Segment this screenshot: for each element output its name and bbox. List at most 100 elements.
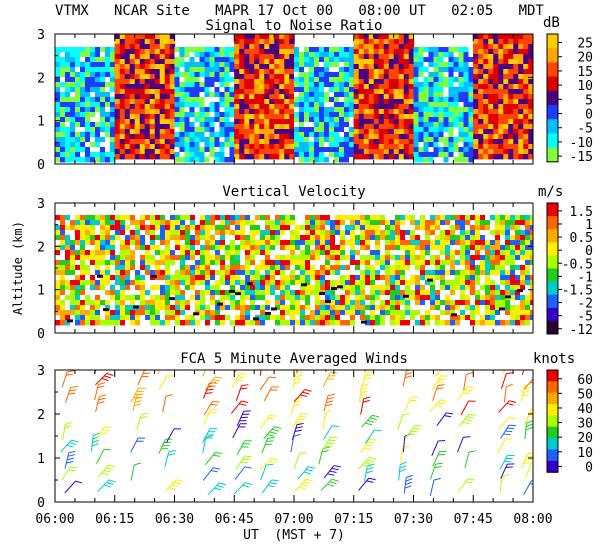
snr-cell: [503, 99, 509, 105]
snr-cell: [139, 79, 146, 85]
snr-cell: [134, 104, 141, 110]
vv-cell: [300, 220, 306, 226]
snr-cell: [274, 34, 280, 40]
vv-cell: [115, 320, 121, 326]
vv-cell: [340, 310, 346, 316]
vv-cell: [229, 289, 235, 293]
vv-cell: [80, 225, 86, 231]
snr-cell: [60, 117, 66, 123]
snr-cell: [194, 52, 200, 58]
vv-cell: [325, 300, 331, 304]
wind-barb-flag: [299, 415, 307, 418]
vv-cell: [155, 305, 161, 311]
snr-cell: [438, 47, 444, 53]
vv-cell: [215, 245, 221, 251]
snr-cell: [259, 84, 265, 90]
snr-cell: [179, 107, 185, 113]
vv-cell: [295, 320, 301, 326]
vv-cell: [440, 320, 446, 326]
wind-barb-flag: [214, 487, 222, 491]
vv-cell: [340, 270, 346, 276]
vv-cell: [230, 285, 236, 291]
vv-cell: [475, 240, 481, 246]
snr-cell: [179, 87, 185, 93]
snr-cell: [408, 94, 415, 100]
snr-cell: [55, 47, 61, 53]
snr-cell: [264, 79, 270, 85]
vv-cell: [220, 260, 226, 266]
vv-cell: [95, 300, 101, 306]
snr-cell: [498, 109, 504, 115]
snr-cell: [363, 69, 370, 75]
vv-cell: [510, 255, 516, 261]
vv-cell: [440, 300, 446, 306]
vv-cell: [365, 305, 371, 311]
vv-cell: [105, 235, 111, 241]
snr-cell: [373, 74, 380, 80]
vv-cell: [70, 255, 76, 261]
snr-cell: [259, 64, 265, 70]
snr-cell: [199, 127, 205, 133]
vv-cell: [350, 285, 356, 291]
colorbar-swatch: [547, 294, 558, 309]
vv-cell: [165, 230, 171, 236]
vv-cell: [210, 280, 216, 286]
vv-cell: [290, 280, 296, 286]
vv-cell: [400, 265, 406, 271]
snr-cell: [358, 139, 365, 145]
vv-cell: [525, 225, 531, 231]
snr-cell: [423, 152, 429, 158]
snr-cell: [523, 79, 529, 85]
snr-cell: [314, 132, 320, 138]
vv-cell: [255, 275, 261, 281]
vv-cell: [175, 285, 181, 291]
vv-cell: [460, 275, 466, 281]
snr-cell: [388, 39, 395, 45]
vv-cell: [210, 235, 216, 241]
snr-cell: [80, 122, 86, 128]
vv-cell: [380, 260, 386, 266]
snr-cell: [164, 109, 171, 115]
snr-cell: [498, 114, 504, 120]
snr-gap: [229, 82, 235, 88]
vv-cell: [365, 255, 371, 261]
snr-cell: [468, 67, 474, 73]
vv-cell: [315, 230, 321, 236]
vv-cell: [60, 215, 66, 221]
colorbar-tick-label: 1.5: [570, 205, 593, 220]
vv-cell: [345, 295, 351, 301]
snr-cell: [139, 49, 146, 55]
snr-cell: [75, 92, 81, 98]
vv-cell: [465, 285, 471, 291]
snr-cell: [398, 144, 405, 150]
vv-cell: [405, 245, 411, 251]
vv-cell: [245, 300, 251, 306]
vv-cell: [175, 290, 181, 296]
snr-cell: [139, 134, 146, 140]
vv-cell: [255, 295, 261, 301]
snr-cell: [463, 157, 469, 163]
snr-cell: [403, 134, 410, 140]
vv-cell: [420, 310, 426, 316]
snr-cell: [363, 109, 370, 115]
vv-cell: [350, 225, 356, 231]
snr-gap: [229, 72, 235, 78]
vv-cell: [475, 245, 481, 251]
vv-cell: [160, 290, 166, 296]
snr-cell: [269, 44, 275, 50]
vv-cell: [470, 310, 476, 316]
vv-cell: [140, 240, 146, 246]
vv-cell: [190, 245, 196, 251]
vv-cell: [420, 290, 426, 296]
vv-cell: [85, 230, 91, 236]
snr-cell: [105, 132, 111, 138]
colorbar-tick-label: 0: [585, 108, 593, 123]
snr-gap: [423, 62, 429, 68]
snr-cell: [478, 64, 484, 70]
wind-barb-flag: [97, 385, 105, 389]
vv-cell: [240, 260, 246, 266]
vv-cell: [120, 215, 126, 221]
snr-cell: [508, 134, 514, 140]
snr-cell: [224, 97, 230, 103]
winds-units: knots: [533, 351, 575, 367]
